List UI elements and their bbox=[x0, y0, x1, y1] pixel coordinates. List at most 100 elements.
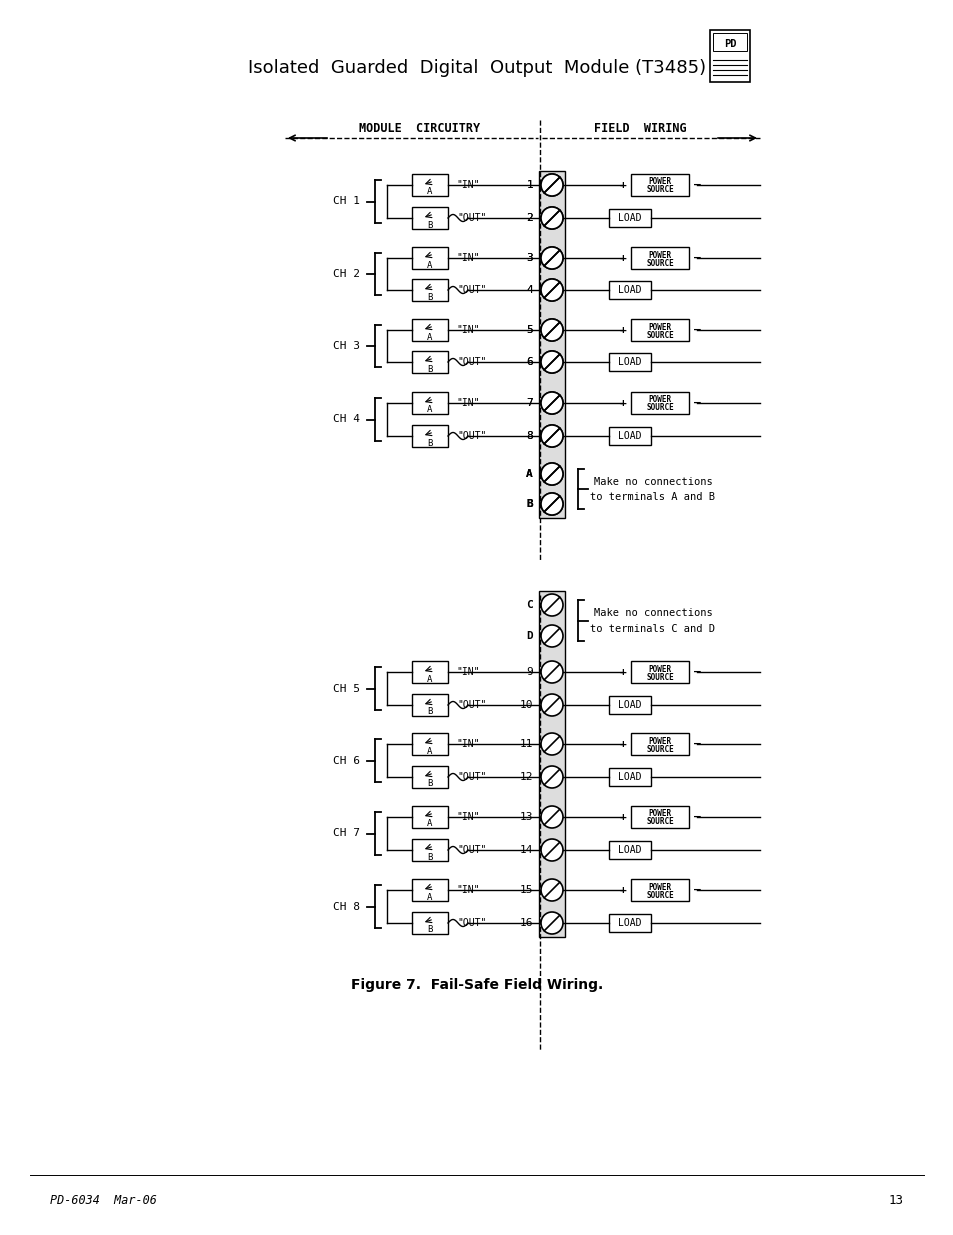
Text: B: B bbox=[526, 499, 533, 509]
Text: 1: 1 bbox=[526, 180, 533, 190]
Text: PD-6034  Mar-06: PD-6034 Mar-06 bbox=[50, 1193, 156, 1207]
Text: POWER: POWER bbox=[648, 664, 671, 673]
Text: LOAD: LOAD bbox=[618, 918, 641, 927]
Bar bbox=[412, 806, 448, 827]
Text: +: + bbox=[619, 885, 626, 895]
Text: –: – bbox=[693, 180, 700, 190]
Text: B: B bbox=[427, 852, 433, 862]
Text: B: B bbox=[427, 438, 433, 447]
Text: +: + bbox=[619, 180, 626, 190]
Text: 12: 12 bbox=[519, 772, 533, 782]
Text: LOAD: LOAD bbox=[618, 845, 641, 855]
Text: to terminals C and D: to terminals C and D bbox=[590, 624, 715, 634]
Text: A: A bbox=[526, 469, 533, 479]
Text: FIELD  WIRING: FIELD WIRING bbox=[593, 121, 685, 135]
Text: 3: 3 bbox=[526, 253, 533, 263]
Text: C: C bbox=[526, 600, 533, 610]
Bar bbox=[412, 391, 448, 414]
Text: CH 2: CH 2 bbox=[334, 269, 360, 279]
Text: CH 1: CH 1 bbox=[334, 196, 360, 206]
Bar bbox=[630, 174, 688, 196]
Text: "IN": "IN" bbox=[456, 739, 479, 748]
Bar bbox=[630, 879, 688, 902]
Text: LOAD: LOAD bbox=[618, 357, 641, 367]
Bar bbox=[412, 766, 448, 788]
Bar bbox=[712, 33, 746, 51]
Text: A: A bbox=[427, 820, 433, 829]
Text: SOURCE: SOURCE bbox=[645, 818, 673, 826]
Circle shape bbox=[540, 391, 562, 414]
Text: B: B bbox=[427, 779, 433, 788]
Text: Make no connections: Make no connections bbox=[593, 477, 712, 487]
Bar bbox=[608, 697, 650, 714]
Bar bbox=[630, 391, 688, 414]
Text: +: + bbox=[619, 398, 626, 408]
Text: 2: 2 bbox=[526, 212, 533, 224]
Text: POWER: POWER bbox=[648, 395, 671, 405]
Text: "OUT": "OUT" bbox=[456, 357, 486, 367]
Circle shape bbox=[540, 493, 562, 515]
Text: to terminals A and B: to terminals A and B bbox=[590, 492, 715, 501]
Text: CH 6: CH 6 bbox=[334, 756, 360, 766]
Bar bbox=[412, 351, 448, 373]
Text: "IN": "IN" bbox=[456, 811, 479, 823]
Bar bbox=[412, 839, 448, 861]
Text: 1: 1 bbox=[526, 180, 533, 190]
Text: MODULE  CIRCUITRY: MODULE CIRCUITRY bbox=[359, 121, 480, 135]
Bar bbox=[412, 911, 448, 934]
Text: "OUT": "OUT" bbox=[456, 285, 486, 295]
Text: LOAD: LOAD bbox=[618, 772, 641, 782]
Text: POWER: POWER bbox=[648, 251, 671, 259]
Bar bbox=[608, 427, 650, 445]
Text: POWER: POWER bbox=[648, 883, 671, 892]
Text: –: – bbox=[693, 398, 700, 408]
Text: B: B bbox=[427, 221, 433, 230]
Text: LOAD: LOAD bbox=[618, 212, 641, 224]
Text: A: A bbox=[427, 674, 433, 683]
Circle shape bbox=[540, 425, 562, 447]
Text: POWER: POWER bbox=[648, 809, 671, 819]
Text: 11: 11 bbox=[519, 739, 533, 748]
Text: SOURCE: SOURCE bbox=[645, 185, 673, 194]
Text: 13: 13 bbox=[519, 811, 533, 823]
Text: "OUT": "OUT" bbox=[456, 431, 486, 441]
Bar bbox=[630, 661, 688, 683]
Text: 8: 8 bbox=[526, 431, 533, 441]
Text: PD: PD bbox=[723, 40, 736, 49]
Circle shape bbox=[540, 351, 562, 373]
Text: "IN": "IN" bbox=[456, 398, 479, 408]
Bar bbox=[709, 30, 749, 82]
Text: +: + bbox=[619, 253, 626, 263]
Text: 7: 7 bbox=[526, 398, 533, 408]
Circle shape bbox=[540, 319, 562, 341]
Circle shape bbox=[540, 319, 562, 341]
Text: POWER: POWER bbox=[648, 736, 671, 746]
Text: LOAD: LOAD bbox=[618, 431, 641, 441]
Circle shape bbox=[540, 463, 562, 485]
Bar bbox=[608, 768, 650, 785]
Text: SOURCE: SOURCE bbox=[645, 673, 673, 682]
Circle shape bbox=[540, 391, 562, 414]
Circle shape bbox=[540, 247, 562, 269]
Text: POWER: POWER bbox=[648, 178, 671, 186]
Text: "IN": "IN" bbox=[456, 180, 479, 190]
Circle shape bbox=[540, 625, 562, 647]
Text: 15: 15 bbox=[519, 885, 533, 895]
Text: A: A bbox=[427, 405, 433, 415]
Text: "OUT": "OUT" bbox=[456, 772, 486, 782]
Text: 5: 5 bbox=[526, 325, 533, 335]
Text: 4: 4 bbox=[526, 285, 533, 295]
Text: –: – bbox=[693, 885, 700, 895]
Bar bbox=[412, 207, 448, 228]
Bar bbox=[630, 247, 688, 269]
Bar bbox=[412, 661, 448, 683]
Text: CH 8: CH 8 bbox=[334, 902, 360, 911]
Text: B: B bbox=[427, 708, 433, 716]
Text: SOURCE: SOURCE bbox=[645, 890, 673, 899]
Text: "IN": "IN" bbox=[456, 325, 479, 335]
Bar bbox=[630, 806, 688, 827]
Text: SOURCE: SOURCE bbox=[645, 331, 673, 340]
Text: CH 3: CH 3 bbox=[334, 341, 360, 351]
Circle shape bbox=[540, 661, 562, 683]
Text: +: + bbox=[619, 325, 626, 335]
